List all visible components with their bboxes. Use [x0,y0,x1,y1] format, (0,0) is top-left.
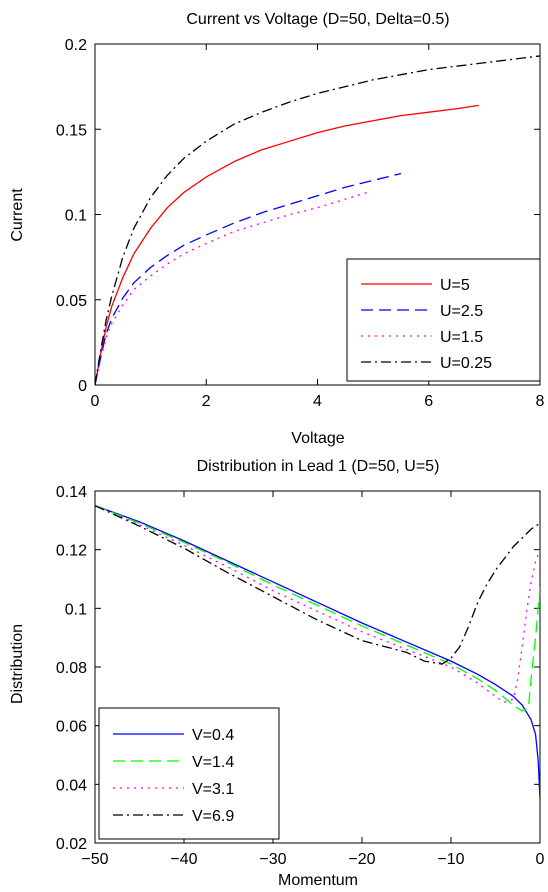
series-line-u-1-5 [95,191,368,385]
y-axis-label: Distribution [9,624,26,704]
legend-label: V=3.1 [192,781,234,798]
y-tick-label: 0.15 [56,122,87,139]
series-line-v-6-9 [95,505,540,665]
x-tick-label: −10 [437,851,464,868]
y-tick-label: 0.02 [56,836,87,853]
x-tick-label: −30 [259,851,286,868]
x-tick-label: −50 [81,851,108,868]
legend-label: V=6.9 [192,808,234,825]
legend-box [346,258,541,382]
x-tick-label: 6 [424,393,433,410]
legend: U=5 U=2.5 U=1.5 U=0.25 [346,258,541,382]
y-tick-label: 0.2 [65,37,87,54]
legend-label: V=1.4 [192,754,234,771]
y-tick-label: 0.08 [56,660,87,677]
y-tick-label: 0.14 [56,484,87,501]
y-tick-label: 0.04 [56,777,87,794]
distribution-chart: Distribution in Lead 1 (D=50, U=5) Momen… [9,458,545,889]
series-line-v-1-4 [95,505,540,712]
chart-title: Current vs Voltage (D=50, Delta=0.5) [186,11,449,28]
series-line-u-2-5 [95,172,402,385]
legend-label: V=0.4 [192,727,234,744]
x-tick-label: −20 [348,851,375,868]
legend-box [98,707,280,840]
x-tick-label: 4 [313,393,322,410]
y-tick-label: 0.05 [56,293,87,310]
y-tick-label: 0 [78,378,87,395]
y-tick-label: 0.12 [56,543,87,560]
y-axis-label: Current [9,188,26,242]
legend-label: U=2.5 [440,303,483,320]
y-tick-label: 0.1 [65,208,87,225]
legend-label: U=1.5 [440,329,483,346]
series-line-v-0-4 [95,505,540,800]
y-tick-label: 0.1 [65,601,87,618]
x-tick-label: 8 [536,393,545,410]
series-line-u-5 [95,104,479,385]
legend-label: U=0.25 [440,355,492,372]
x-tick-label: 0 [536,851,545,868]
x-tick-label: 2 [202,393,211,410]
series-line-v-3-1 [95,505,540,703]
legend: V=0.4 V=1.4 V=3.1 V=6.9 [98,707,280,840]
series-line-u-0-25 [95,55,540,385]
legend-label: U=5 [440,277,470,294]
x-axis-label: Voltage [291,430,344,447]
x-tick-label: 0 [91,393,100,410]
y-tick-label: 0.06 [56,719,87,736]
current-voltage-chart: Current vs Voltage (D=50, Delta=0.5) Vol… [9,11,545,447]
x-axis-label: Momentum [278,872,358,889]
chart-title: Distribution in Lead 1 (D=50, U=5) [197,458,440,475]
x-tick-label: −40 [170,851,197,868]
